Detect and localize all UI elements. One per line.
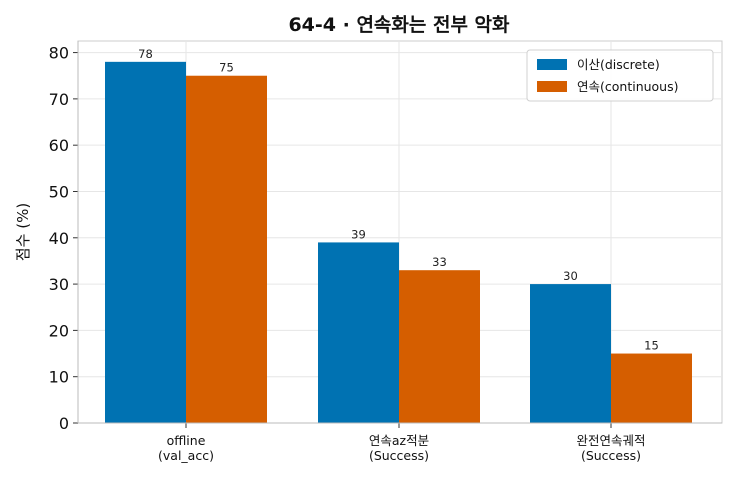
y-tick-label: 60 — [49, 136, 69, 155]
data-label: 33 — [432, 255, 447, 269]
bar — [186, 75, 267, 424]
y-tick-label: 30 — [49, 275, 69, 294]
legend-swatch — [537, 81, 567, 92]
y-tick-label: 50 — [49, 182, 69, 201]
chart-title: 64-4 · 연속화는 전부 악화 — [288, 14, 510, 36]
y-tick-label: 70 — [49, 90, 69, 109]
bar — [530, 284, 611, 423]
x-tick-label-line: 연속az적분 — [369, 433, 429, 448]
y-tick-label: 10 — [49, 368, 69, 387]
y-tick-label: 0 — [59, 414, 69, 433]
data-label: 30 — [563, 269, 578, 283]
legend-entry: 연속(continuous) — [577, 79, 679, 94]
legend-box — [526, 49, 714, 102]
legend-entry: 이산(discrete) — [577, 57, 660, 72]
x-tick-label-line: (val_acc) — [158, 448, 214, 463]
x-tick-label-line: offline — [167, 433, 206, 448]
x-axis: offline (val_acc)연속az적분 (Success)완전연속궤적 (Su… — [78, 422, 722, 463]
bars: 78 75 39 33 30 15 — [105, 47, 692, 424]
y-axis: 0 10 20 30 40 50 60 70 80 — [49, 41, 79, 433]
x-tick-label: 완전연속궤적 (Success) — [576, 433, 645, 463]
legend-swatch — [537, 59, 567, 70]
legend: 이산(discrete) 연속(continuous) — [526, 49, 714, 102]
x-tick-label: 연속az적분 (Success) — [369, 433, 429, 463]
y-tick-label: 80 — [49, 44, 69, 63]
bar — [611, 353, 692, 423]
y-tick-label: 20 — [49, 321, 69, 340]
x-tick-label-line: 완전연속궤적 — [576, 433, 645, 448]
data-label: 75 — [219, 61, 234, 75]
y-tick-label: 40 — [49, 229, 69, 248]
x-tick-label: offline (val_acc) — [158, 433, 214, 463]
x-tick-label-line: (Success) — [369, 448, 429, 463]
data-label: 39 — [351, 227, 366, 241]
bar — [399, 270, 480, 423]
data-label: 78 — [138, 47, 153, 61]
x-tick-label-line: (Success) — [581, 448, 641, 463]
data-label: 15 — [644, 339, 659, 353]
bar — [105, 61, 186, 423]
bar — [318, 242, 399, 423]
y-axis-label: 점수 (%) — [14, 203, 32, 261]
